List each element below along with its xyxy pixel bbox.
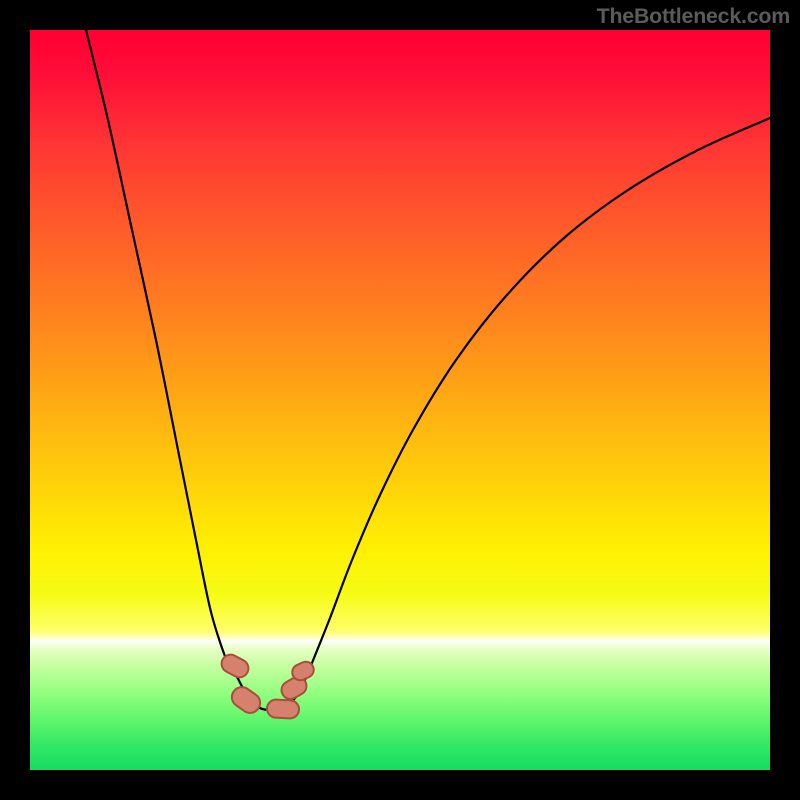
plot-area-background [30, 30, 770, 770]
data-point-marker [267, 699, 300, 719]
figure-container: TheBottleneck.com [0, 0, 800, 800]
watermark-text: TheBottleneck.com [597, 4, 790, 29]
bottleneck-chart-svg [0, 0, 800, 800]
